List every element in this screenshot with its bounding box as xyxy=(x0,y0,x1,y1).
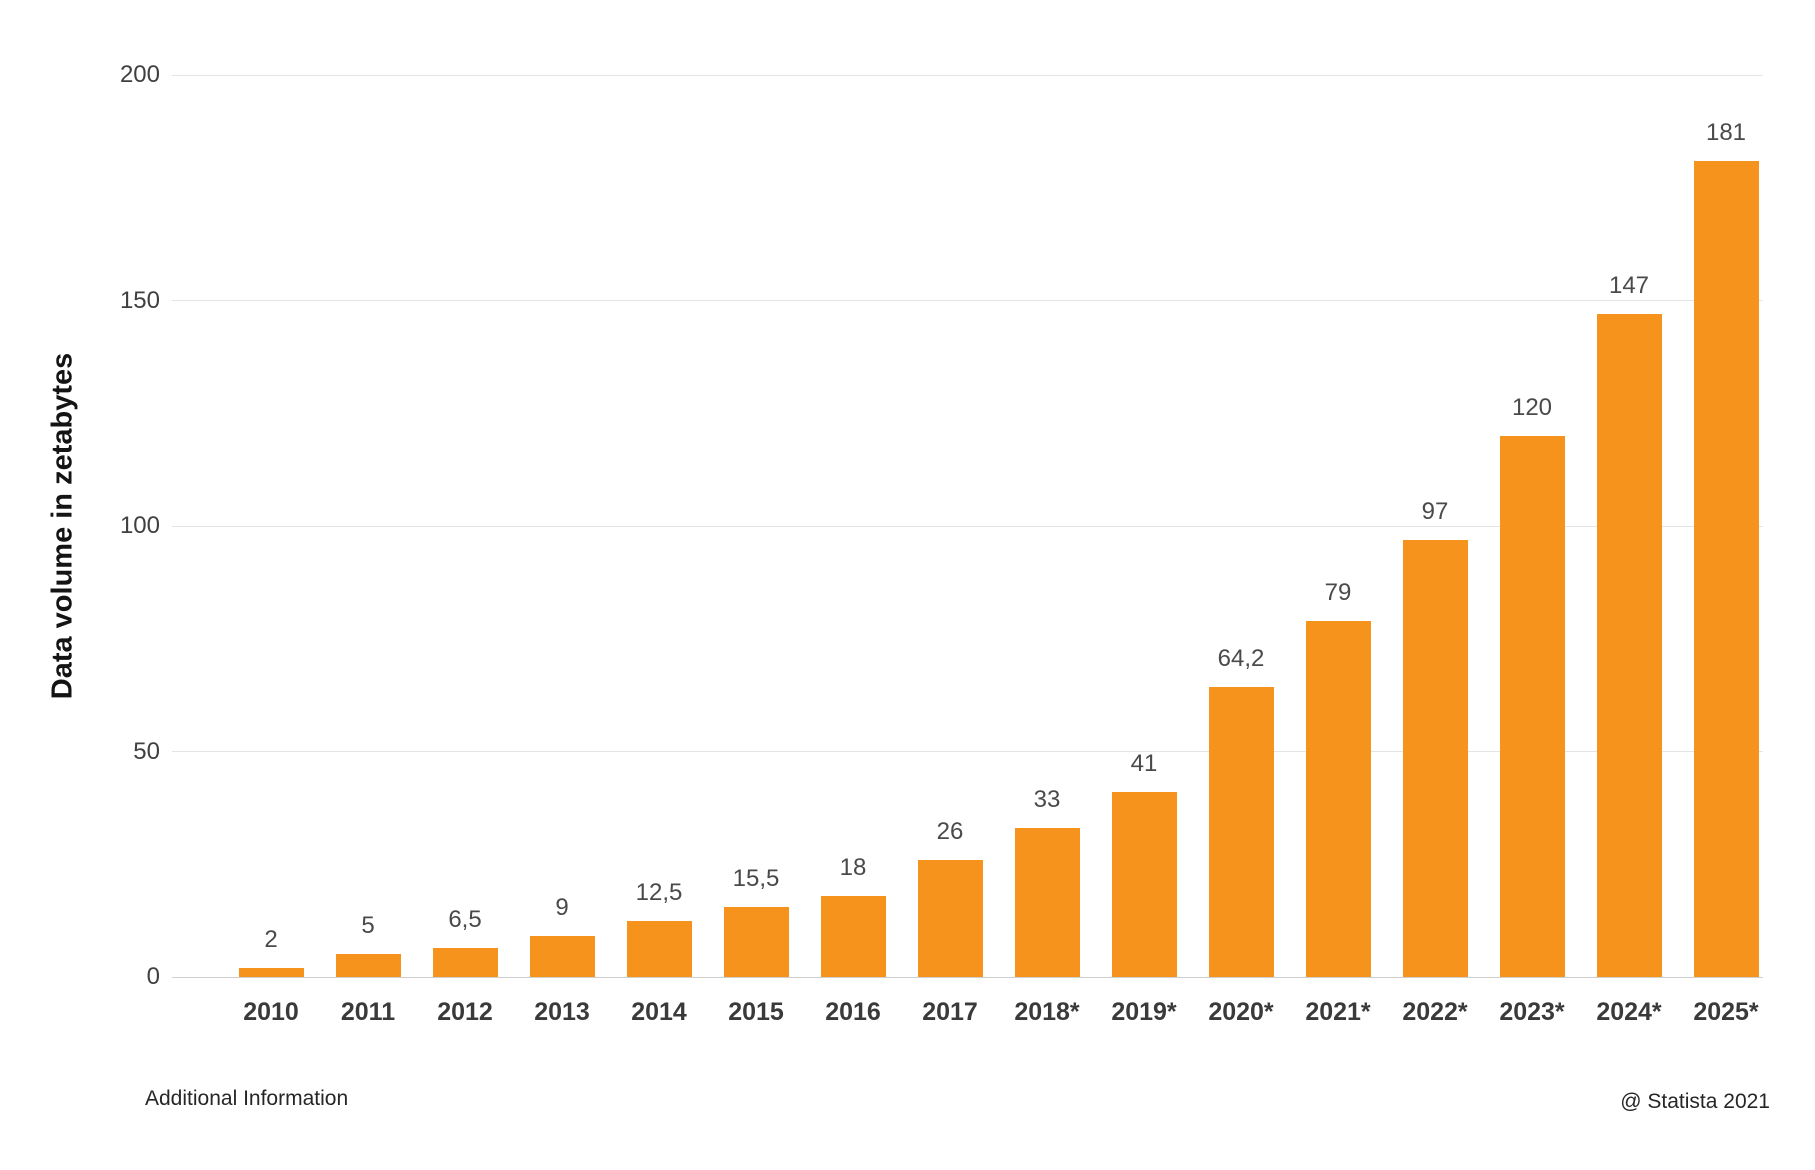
bar-2023*[interactable]: 120 xyxy=(1499,395,1565,977)
gridline-y-50 xyxy=(172,751,1763,752)
bar-2014[interactable]: 12,5 xyxy=(626,880,692,977)
value-label-2015: 15,5 xyxy=(732,865,780,893)
value-label-2023*: 120 xyxy=(1511,393,1553,421)
x-tick-label-2019*: 2019* xyxy=(1111,998,1177,1026)
bar-2020*[interactable]: 64,2 xyxy=(1208,647,1274,977)
x-tick-label-2023*: 2023* xyxy=(1499,998,1565,1026)
x-tick-label-2015: 2015 xyxy=(728,998,784,1026)
bar-2010[interactable]: 2 xyxy=(238,927,304,977)
x-tick-label-2021*: 2021* xyxy=(1305,998,1371,1026)
x-tick-label-2017: 2017 xyxy=(922,998,978,1026)
statista-credit: @ Statista 2021 xyxy=(1620,1090,1770,1113)
value-label-2016: 18 xyxy=(839,853,867,881)
y-tick-label-150: 150 xyxy=(119,286,160,314)
bar-2017[interactable]: 26 xyxy=(917,819,983,977)
bar-2025*[interactable]: 181 xyxy=(1693,120,1759,977)
x-tick-label-2016: 2016 xyxy=(825,998,881,1026)
gridline-y-0 xyxy=(172,976,1763,978)
bar-2011[interactable]: 5 xyxy=(335,914,401,977)
x-tick-label-2025*: 2025* xyxy=(1693,998,1759,1026)
value-label-2014: 12,5 xyxy=(635,878,683,906)
gridline-y-200 xyxy=(172,74,1763,76)
x-tick-label-2014: 2014 xyxy=(631,998,687,1026)
value-label-2018*: 33 xyxy=(1033,786,1061,814)
value-label-2010: 2 xyxy=(264,925,278,953)
bar-2024*[interactable]: 147 xyxy=(1596,274,1662,977)
y-axis-title: Data volume in zetabytes xyxy=(46,352,79,700)
plot-area: 0 50 100 150 200 2 2010 5 2011 6,5 2012 9 2013 12,5 20… xyxy=(120,61,1763,1026)
value-label-2024*: 147 xyxy=(1608,272,1650,300)
x-tick-label-2024*: 2024* xyxy=(1596,998,1662,1026)
value-label-2025*: 181 xyxy=(1705,118,1747,146)
y-tick-label-100: 100 xyxy=(119,512,160,539)
x-tick-label-2013: 2013 xyxy=(534,998,590,1026)
x-tick-label-2020*: 2020* xyxy=(1208,998,1274,1026)
y-tick-label-50: 50 xyxy=(133,737,160,765)
x-tick-label-2011: 2011 xyxy=(340,998,396,1026)
value-label-2021*: 79 xyxy=(1324,578,1352,606)
gridline-y-100 xyxy=(172,525,1763,527)
bar-2012[interactable]: 6,5 xyxy=(432,907,498,977)
bar-2021*[interactable]: 79 xyxy=(1305,580,1371,977)
value-label-2017: 26 xyxy=(936,817,964,845)
value-label-2012: 6,5 xyxy=(448,905,482,933)
bar-2013[interactable]: 9 xyxy=(529,896,595,977)
y-tick-label-0: 0 xyxy=(146,963,160,990)
bar-2016[interactable]: 18 xyxy=(820,855,886,977)
bar-2015[interactable]: 15,5 xyxy=(723,867,789,977)
bar-2022*[interactable]: 97 xyxy=(1402,499,1468,977)
gridline-y-150 xyxy=(172,300,1763,301)
value-label-2019*: 41 xyxy=(1130,750,1158,778)
value-label-2011: 5 xyxy=(361,912,375,940)
y-tick-label-200: 200 xyxy=(119,61,160,88)
value-label-2020*: 64,2 xyxy=(1217,645,1265,673)
x-tick-label-2018*: 2018* xyxy=(1014,998,1080,1026)
additional-information-link[interactable]: Additional Information xyxy=(145,1087,349,1110)
value-label-2013: 9 xyxy=(555,894,569,922)
bar-2018*[interactable]: 33 xyxy=(1014,788,1080,977)
bar-2019*[interactable]: 41 xyxy=(1111,752,1177,977)
value-label-2022*: 97 xyxy=(1421,497,1449,525)
x-tick-label-2010: 2010 xyxy=(243,998,299,1026)
x-tick-label-2022*: 2022* xyxy=(1402,998,1468,1026)
x-tick-label-2012: 2012 xyxy=(437,998,493,1026)
